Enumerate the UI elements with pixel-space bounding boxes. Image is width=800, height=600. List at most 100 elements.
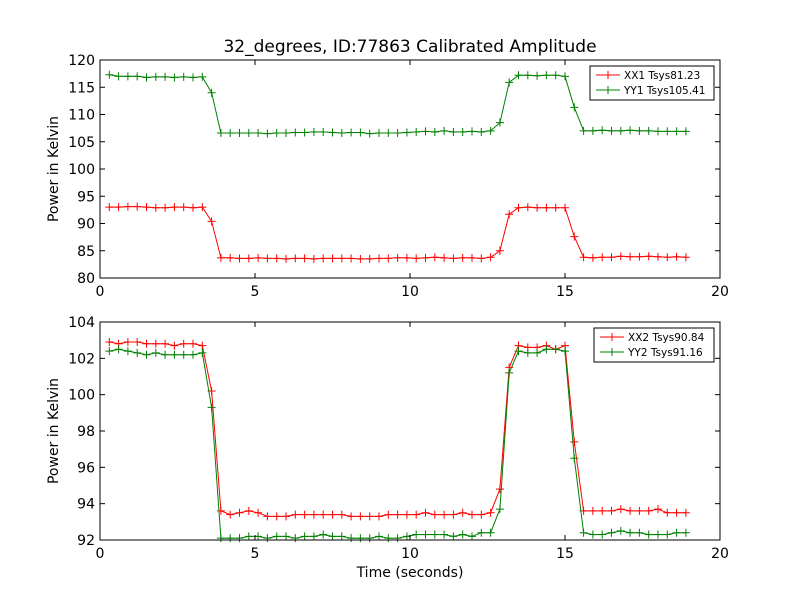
y-tick-label: 110 [68, 108, 95, 124]
data-point [551, 203, 560, 212]
data-point [393, 510, 402, 519]
data-point [309, 127, 318, 136]
data-point [179, 350, 188, 359]
data-point [421, 530, 430, 539]
data-point [635, 252, 644, 261]
series-1 [105, 337, 690, 521]
data-point [282, 129, 290, 138]
data-point [272, 254, 281, 263]
x-tick-label: 5 [251, 284, 260, 300]
data-point [477, 254, 486, 263]
data-point [402, 253, 411, 262]
x-tick-label: 10 [401, 284, 419, 300]
data-point [421, 127, 430, 136]
data-point [114, 72, 123, 81]
data-point [449, 127, 458, 136]
data-point [375, 254, 383, 263]
data-point [244, 129, 253, 138]
data-point [105, 347, 114, 356]
data-point [477, 127, 486, 136]
data-point [635, 528, 644, 537]
data-point [216, 506, 225, 515]
top-plot: 32_degrees, ID:77863 Calibrated Amplitud… [46, 37, 729, 300]
data-point [309, 532, 318, 541]
data-point [356, 128, 365, 137]
data-point [579, 253, 588, 262]
y-axis-label: Power in Kelvin [46, 378, 62, 484]
legend-entry: XX2 Tsys90.84 [600, 332, 705, 344]
data-point [495, 505, 504, 514]
series-2 [105, 70, 690, 138]
data-point [319, 254, 328, 263]
data-point [495, 118, 504, 127]
data-point [626, 126, 635, 135]
data-point [449, 532, 458, 541]
data-point [514, 203, 523, 212]
data-point [142, 203, 151, 212]
data-point [598, 530, 607, 539]
data-point [570, 454, 579, 463]
data-point [458, 127, 467, 136]
data-point [198, 72, 207, 81]
data-point [291, 128, 300, 137]
data-point [179, 203, 188, 212]
data-point [272, 512, 281, 521]
data-point [151, 72, 160, 81]
chart-title: 32_degrees, ID:77863 Calibrated Amplitud… [223, 37, 596, 57]
data-point [161, 72, 170, 81]
data-point [114, 345, 123, 354]
data-point [151, 348, 160, 357]
data-point [207, 403, 216, 412]
series-1 [105, 202, 690, 263]
data-point [533, 71, 542, 80]
data-point [458, 530, 467, 539]
data-point [235, 534, 244, 543]
data-point [337, 254, 346, 263]
data-point [216, 129, 225, 138]
data-point [654, 127, 662, 136]
data-point [319, 530, 328, 539]
data-point [142, 350, 151, 359]
data-point [328, 510, 337, 519]
x-tick-label: 15 [556, 546, 574, 562]
data-point [244, 254, 253, 263]
data-point [291, 534, 300, 543]
data-point [458, 253, 467, 262]
data-point [588, 126, 597, 135]
data-point [254, 253, 263, 262]
legend-marker [604, 71, 612, 79]
data-point [468, 253, 476, 262]
data-point [161, 339, 170, 348]
data-point [319, 510, 328, 519]
data-point [644, 126, 653, 135]
data-point [449, 254, 458, 263]
data-point [626, 252, 635, 261]
legend-label: YY1 Tsys105.41 [623, 85, 705, 97]
data-point [681, 508, 690, 517]
legend-entry: YY1 Tsys105.41 [596, 85, 705, 97]
data-point [477, 510, 486, 519]
data-point [607, 528, 616, 537]
series-line [109, 348, 686, 539]
data-point [375, 129, 383, 138]
data-point [263, 534, 272, 543]
data-point [551, 71, 560, 80]
legend-marker [608, 333, 616, 341]
data-point [216, 534, 225, 543]
data-point [356, 534, 365, 543]
data-point [198, 341, 207, 350]
data-point [226, 510, 235, 519]
data-point [421, 508, 430, 517]
data-point [328, 254, 337, 263]
data-point [663, 127, 672, 136]
data-point [468, 510, 476, 519]
data-point [365, 512, 374, 521]
data-point [598, 253, 607, 262]
data-point [133, 72, 142, 81]
legend-label: XX2 Tsys90.84 [628, 332, 705, 344]
series-2 [105, 345, 690, 543]
data-point [421, 253, 430, 262]
data-point [337, 510, 346, 519]
data-point [105, 337, 114, 346]
